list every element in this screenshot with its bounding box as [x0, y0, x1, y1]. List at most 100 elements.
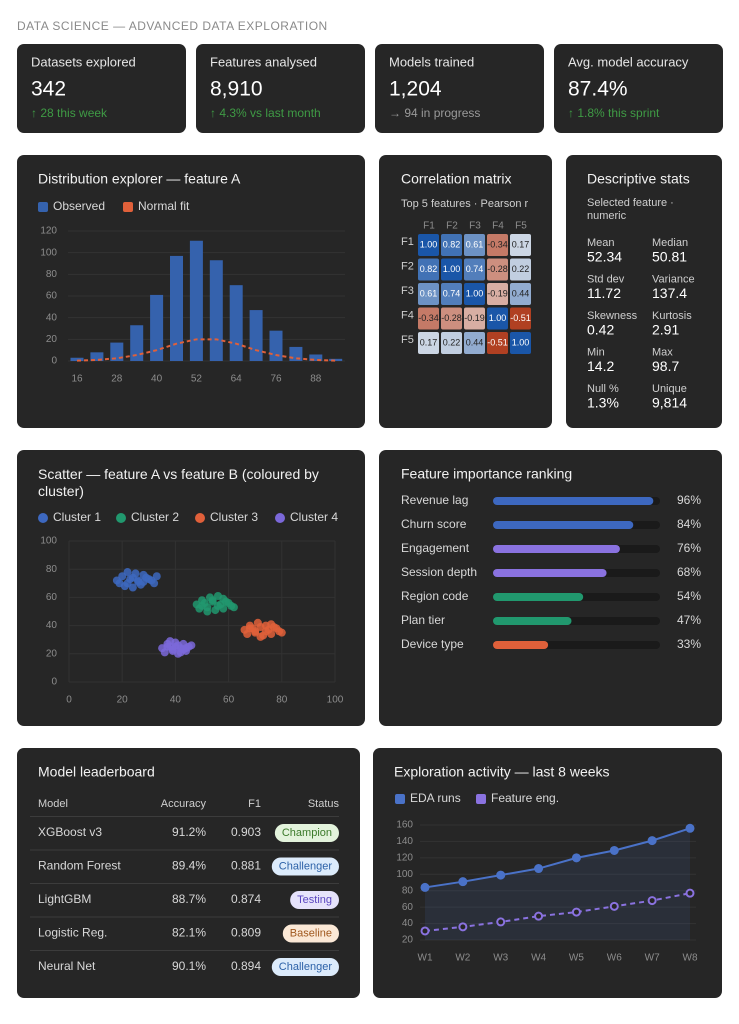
- legend-swatch: [116, 513, 126, 523]
- heat-cell: [441, 283, 462, 305]
- y-tick-label: 120: [396, 852, 413, 863]
- point: [134, 576, 143, 585]
- cell-label: -0.51: [510, 313, 531, 323]
- kpi-value: 8,910: [210, 78, 263, 101]
- value-label: 54%: [677, 589, 701, 603]
- y-tick-label: 20: [46, 648, 58, 659]
- cell-label: -0.34: [418, 313, 439, 323]
- stat-label: Max: [652, 346, 673, 358]
- value-label: 84%: [677, 517, 701, 531]
- stat-label: Mean: [587, 237, 615, 249]
- column-header: F1: [248, 798, 261, 810]
- card-title: Descriptive stats: [587, 171, 690, 187]
- heat-cell: [464, 332, 485, 354]
- cell-label: 1.00: [420, 239, 438, 249]
- column-label: F2: [446, 221, 458, 232]
- x-tick-label: W4: [531, 953, 546, 964]
- kpi-label: Datasets explored: [31, 54, 136, 69]
- point: [267, 630, 276, 639]
- column-header: Model: [38, 798, 68, 810]
- stat-label: Median: [652, 237, 688, 249]
- card: [17, 44, 186, 133]
- bar: [493, 593, 584, 601]
- cell: 90.1%: [172, 959, 206, 973]
- column-header: Status: [308, 798, 340, 810]
- cell-label: 0.74: [443, 288, 461, 298]
- kpi-value: 1,204: [389, 78, 442, 101]
- cell-label: 1.00: [466, 288, 484, 298]
- bar: [70, 357, 84, 361]
- row-label: F2: [401, 260, 414, 272]
- cell: Random Forest: [38, 859, 121, 873]
- stat-label: Min: [587, 346, 605, 358]
- stat-value: 98.7: [652, 358, 679, 374]
- chart-title: Exploration activity — last 8 weeks: [394, 764, 610, 780]
- stat-value: 137.4: [652, 285, 687, 301]
- heat-cell: [464, 258, 485, 281]
- y-tick-label: 60: [46, 291, 58, 302]
- y-tick-label: 100: [40, 247, 57, 258]
- y-tick-label: 0: [51, 356, 57, 367]
- legend-label: Cluster 3: [210, 510, 258, 524]
- value-label: 47%: [677, 613, 701, 627]
- point: [256, 632, 265, 641]
- line: [424, 827, 691, 889]
- y-tick-label: 40: [46, 312, 58, 323]
- legend-swatch: [38, 202, 48, 212]
- row-label: F1: [401, 236, 414, 248]
- point: [458, 922, 468, 932]
- y-tick-label: 80: [46, 269, 58, 280]
- y-tick-label: 40: [46, 620, 58, 631]
- y-tick-label: 40: [402, 918, 414, 929]
- point: [253, 618, 262, 627]
- point: [420, 926, 430, 936]
- kpi-delta: ↑ 1.8% this sprint: [568, 106, 660, 120]
- bar: [493, 569, 607, 577]
- cell-label: -0.28: [441, 313, 462, 323]
- kpi-label: Models trained: [389, 54, 474, 69]
- fit-line: [76, 338, 336, 362]
- point: [571, 853, 581, 863]
- y-tick-label: 100: [396, 869, 413, 880]
- bar: [269, 330, 283, 361]
- cell: 88.7%: [172, 892, 206, 906]
- bar: [329, 358, 343, 361]
- feature-label: Engagement: [401, 541, 470, 555]
- legend-label: Cluster 1: [53, 510, 101, 524]
- cell: 0.894: [231, 959, 261, 973]
- stat-value: 1.3%: [587, 395, 619, 411]
- bar: [493, 497, 654, 505]
- point: [213, 591, 222, 600]
- cell-label: -0.34: [487, 239, 508, 249]
- y-tick-label: 80: [46, 564, 58, 575]
- kpi-label: Features analysed: [210, 54, 317, 69]
- heat-cell: [464, 307, 485, 330]
- feature-label: Region code: [401, 589, 469, 603]
- heat-cell: [487, 234, 508, 256]
- legend-swatch: [195, 513, 205, 523]
- heat-cell: [418, 234, 439, 256]
- bar: [209, 260, 223, 361]
- heat-cell: [510, 234, 531, 256]
- value-label: 68%: [677, 565, 701, 579]
- legend-label: Cluster 2: [131, 510, 179, 524]
- stat-value: 50.81: [652, 249, 687, 265]
- heat-cell: [510, 258, 531, 281]
- cell-label: 0.82: [420, 264, 438, 274]
- x-tick-label: W7: [645, 953, 660, 964]
- x-tick-label: W1: [418, 953, 433, 964]
- status-badge-label: Testing: [297, 894, 332, 906]
- kpi-delta: ↑ 28 this week: [31, 106, 108, 120]
- y-tick-label: 100: [40, 536, 57, 547]
- area: [425, 828, 690, 940]
- status-badge-label: Baseline: [290, 927, 332, 939]
- heat-cell: [418, 307, 439, 330]
- point: [123, 568, 132, 577]
- column-label: F3: [469, 221, 481, 232]
- card: [554, 44, 723, 133]
- stat-label: Std dev: [587, 273, 625, 285]
- cell-label: -0.28: [487, 264, 508, 274]
- point: [227, 601, 236, 610]
- bar: [249, 310, 263, 361]
- y-tick-label: 20: [46, 334, 58, 345]
